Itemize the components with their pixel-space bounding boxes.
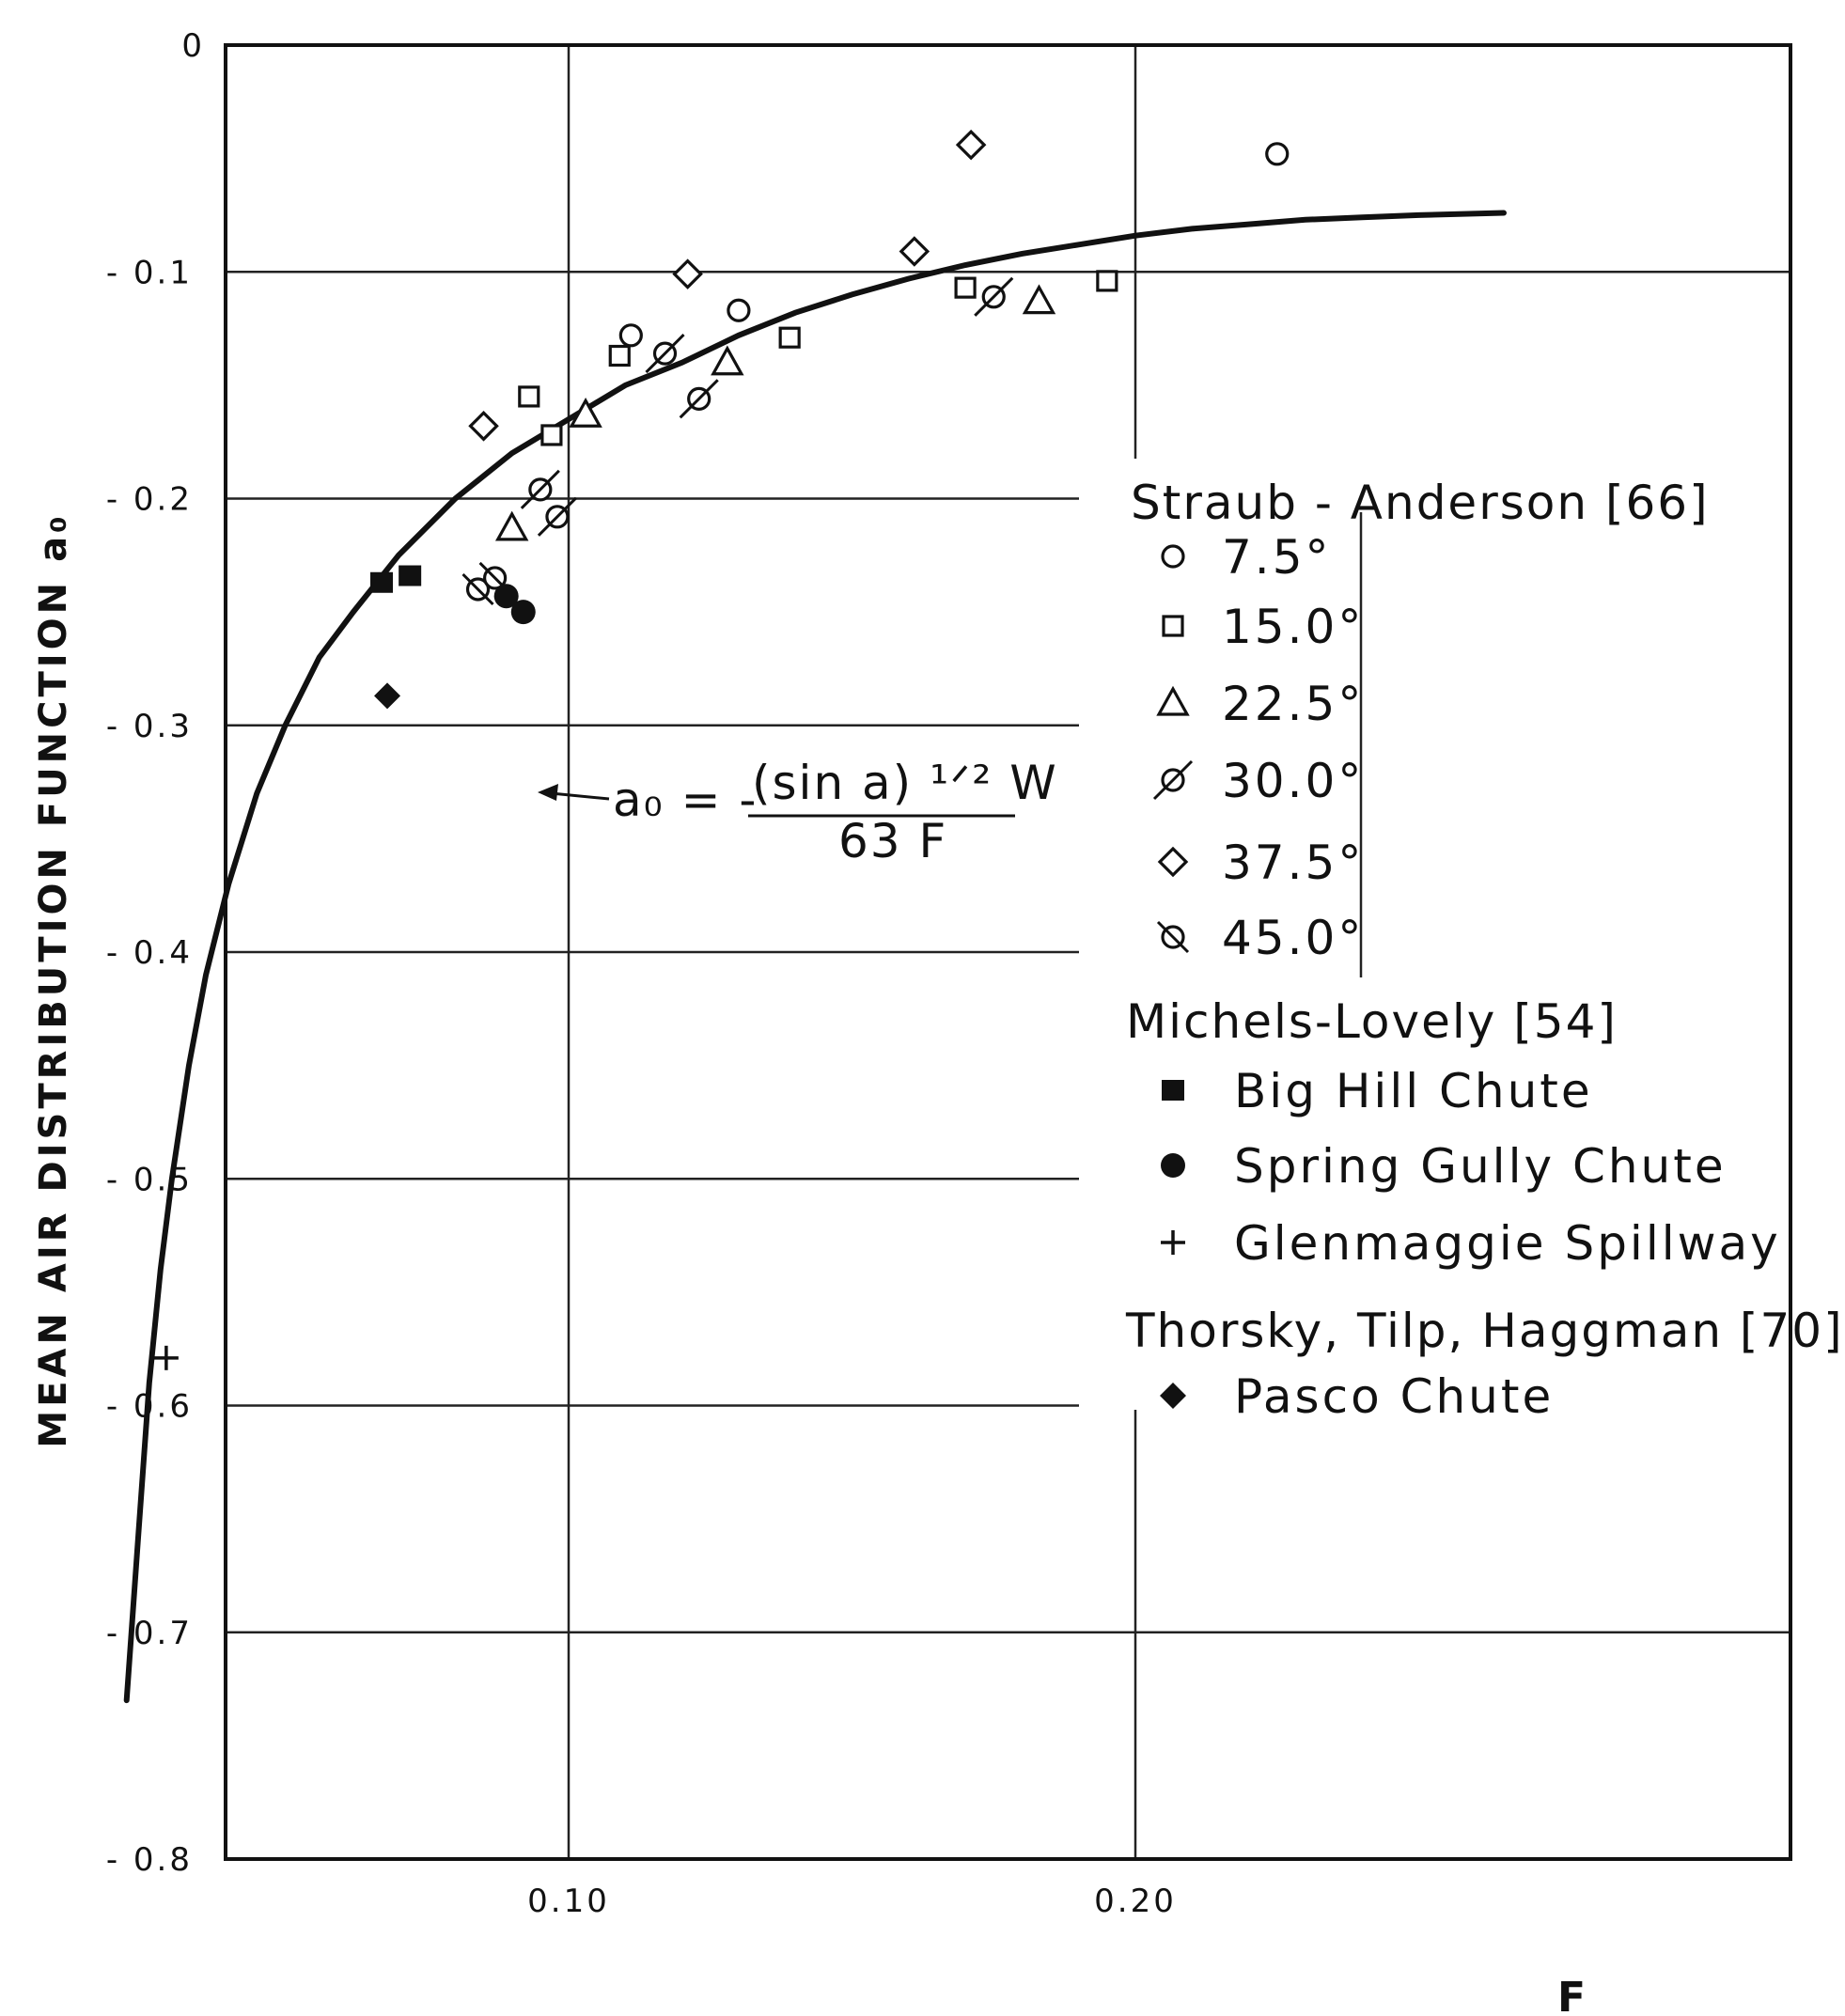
legend-label-0-4: 37.5° [1222, 836, 1364, 890]
legend-label-0-1: 15.0° [1222, 600, 1364, 654]
legend-label-0-3: 30.0° [1222, 754, 1364, 808]
point-open-circle-0 [620, 325, 641, 346]
legend-label-2-0: Pasco Chute [1234, 1369, 1554, 1424]
y-tick-label-6: - 0.6 [106, 1388, 193, 1426]
x-tick-label-1: 0.20 [1094, 1883, 1177, 1920]
legend: Straub - Anderson [66]7.5° 15.0° 22.5° 30.0… [1079, 459, 1844, 1424]
point-open-circle-1 [728, 300, 749, 320]
legend-marker-open-square [1164, 617, 1182, 635]
y-tick-label-0: 0 [181, 27, 205, 65]
curve-equation: a₀ = -(sin a) ¹ᐟ² W63 F [538, 756, 1058, 869]
legend-heading-0: Straub - Anderson [66] [1131, 476, 1710, 530]
legend-heading-2: Thorsky, Tilp, Haggman [70] [1125, 1304, 1844, 1358]
point-open-square-2 [542, 426, 561, 445]
point-open-square-3 [780, 328, 799, 347]
legend-label-0-2: 22.5° [1222, 677, 1364, 731]
equation-numerator: (sin a) ¹ᐟ² W [752, 756, 1058, 810]
legend-heading-1: Michels-Lovely [54] [1126, 994, 1618, 1049]
point-open-square-5 [1098, 272, 1117, 290]
legend-marker-filled-circle [1161, 1153, 1185, 1178]
y-tick-label-1: - 0.1 [106, 254, 193, 291]
point-filled-square-0 [370, 572, 393, 593]
legend-label-0-0: 7.5° [1222, 530, 1332, 585]
y-tick-label-7: - 0.7 [106, 1615, 193, 1652]
x-tick-label-0: 0.10 [527, 1883, 610, 1920]
equation-lhs: a₀ = - [613, 773, 758, 827]
point-open-circle-2 [1267, 144, 1288, 164]
point-filled-square-1 [399, 566, 421, 586]
legend-marker-open-circle [1163, 546, 1183, 567]
y-axis-label: MEAN AIR DISTRIBUTION FUNCTION a₀ [32, 512, 75, 1447]
equation-denominator: 63 F [838, 814, 947, 868]
legend-label-0-5: 45.0° [1222, 911, 1364, 965]
y-tick-label-4: - 0.4 [106, 934, 193, 972]
point-filled-circle-1 [511, 600, 536, 624]
y-tick-label-3: - 0.3 [106, 708, 193, 745]
y-tick-label-2: - 0.2 [106, 481, 193, 519]
legend-label-1-1: Spring Gully Chute [1234, 1139, 1727, 1194]
legend-label-1-0: Big Hill Chute [1234, 1064, 1593, 1118]
point-open-square-1 [520, 387, 539, 406]
point-open-square-4 [956, 278, 975, 297]
legend-marker-filled-square [1162, 1080, 1184, 1101]
legend-label-1-2: Glenmaggie Spillway [1234, 1216, 1781, 1271]
y-tick-label-8: - 0.8 [106, 1841, 193, 1879]
y-tick-label-5: - 0.5 [106, 1161, 193, 1198]
x-axis-label: F [1557, 1974, 1586, 2016]
point-open-square-0 [610, 347, 629, 366]
